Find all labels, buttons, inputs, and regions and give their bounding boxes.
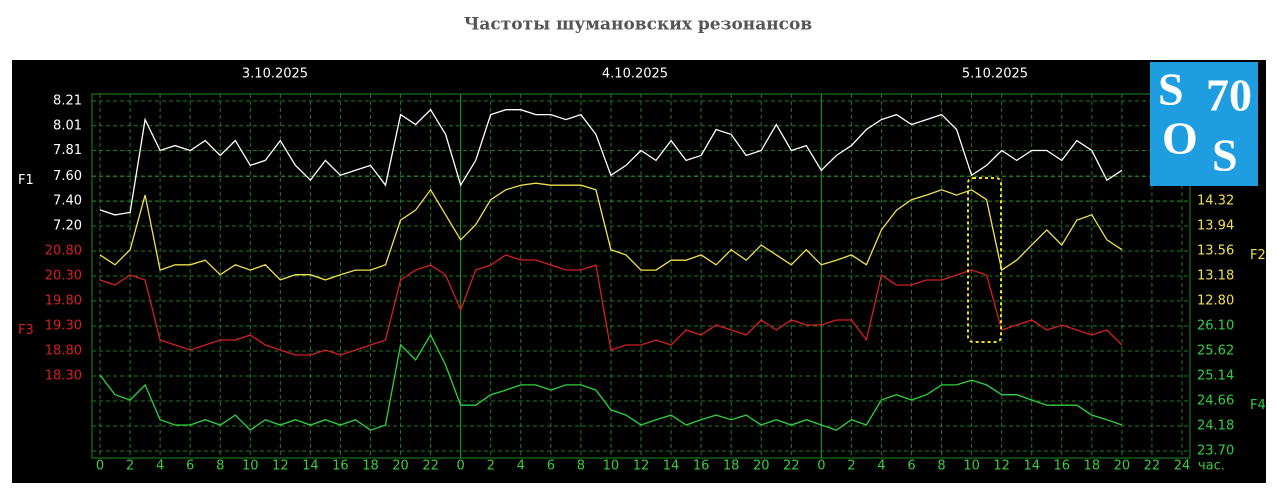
x-tick-label: 18 [723,459,740,474]
logo-background [1150,62,1258,186]
logo-letter: S [1212,130,1238,181]
x-tick-label: 10 [963,459,980,474]
y-tick-label: 7.40 [53,194,82,209]
logo-number: 70 [1206,70,1252,121]
x-tick-label: 12 [993,459,1010,474]
x-tick-label: 22 [1144,459,1161,474]
x-tick-label: 14 [302,459,319,474]
y-tick-label: 24.18 [1197,419,1234,434]
axis-name: F1 [18,173,34,188]
x-tick-label: 22 [783,459,800,474]
x-tick-label: 12 [272,459,289,474]
y-tick-label: 13.56 [1197,244,1234,259]
lines [99,108,1123,432]
grid [92,94,1190,458]
x-tick-label: 4 [156,459,164,474]
date-label: 3.10.2025 [242,67,308,82]
x-tick-label: 8 [577,459,585,474]
series-line [99,333,1123,432]
date-label: 5.10.2025 [962,67,1028,82]
y-tick-label: 12.80 [1197,294,1234,309]
x-tick-label: 12 [633,459,650,474]
logo: S 70 O S [1150,62,1258,186]
x-tick-label: 0 [96,459,104,474]
x-tick-label: 16 [332,459,349,474]
y-tick-label: 23.70 [1197,444,1234,459]
y-tick-label: 25.14 [1197,369,1234,384]
y-tick-label: 8.21 [53,94,82,109]
x-tick-label: 6 [907,459,915,474]
x-tick-label: 6 [547,459,555,474]
x-tick-label: 6 [186,459,194,474]
x-tick-label: 10 [242,459,259,474]
axis-name: F3 [18,323,34,338]
y-tick-label: 19.80 [45,294,82,309]
y-tick-label: 13.94 [1197,219,1234,234]
x-tick-label: 4 [877,459,885,474]
x-unit: час. [1198,459,1225,474]
x-tick-label: 18 [362,459,379,474]
y-tick-label: 13.18 [1197,269,1234,284]
series-line [99,108,1123,216]
x-tick-label: 20 [392,459,409,474]
x-tick-label: 0 [457,459,465,474]
y-tick-label: 14.32 [1197,194,1234,209]
y-tick-label: 19.30 [45,319,82,334]
chart-title: Частоты шумановских резонансов [464,15,813,35]
x-tick-label: 20 [1114,459,1131,474]
x-tick-label: 18 [1084,459,1101,474]
axis-name: F2 [1250,248,1266,263]
y-tick-label: 8.01 [53,118,82,133]
x-tick-label: 0 [817,459,825,474]
y-tick-label: 7.20 [53,219,82,234]
x-tick-label: 16 [1054,459,1071,474]
y-tick-label: 24.66 [1197,394,1234,409]
x-tick-label: 10 [603,459,620,474]
date-label: 4.10.2025 [602,67,668,82]
y-tick-label: 25.62 [1197,344,1234,359]
x-tick-label: 2 [126,459,134,474]
logo-letter: S [1158,64,1184,115]
chart-background [12,60,1266,483]
x-tick-label: 20 [753,459,770,474]
x-tick-label: 16 [693,459,710,474]
series-line [99,182,1123,281]
x-tick-label: 22 [422,459,439,474]
x-tick-label: 2 [487,459,495,474]
y-tick-label: 18.30 [45,369,82,384]
x-tick-label: 14 [1023,459,1040,474]
series-line [99,254,1123,356]
y-tick-label: 20.80 [45,244,82,259]
x-tick-label: 2 [847,459,855,474]
y-tick-label: 26.10 [1197,319,1234,334]
logo-letter: O [1162,113,1198,164]
x-tick-label: 4 [517,459,525,474]
x-tick-label: 24 [1174,459,1191,474]
y-tick-label: 7.81 [53,143,82,158]
axis-name: F4 [1250,398,1266,413]
y-tick-label: 20.30 [45,269,82,284]
x-tick-label: 14 [663,459,680,474]
x-tick-label: 8 [216,459,224,474]
labels: 0 2 4 6 8 10 12 14 16 18 20 22 0 2 4 6 8 10 12 14 16 18 20 22 0 2… [18,67,1266,474]
x-tick-label: 8 [937,459,945,474]
y-tick-label: 18.80 [45,344,82,359]
y-tick-label: 7.60 [53,169,82,184]
